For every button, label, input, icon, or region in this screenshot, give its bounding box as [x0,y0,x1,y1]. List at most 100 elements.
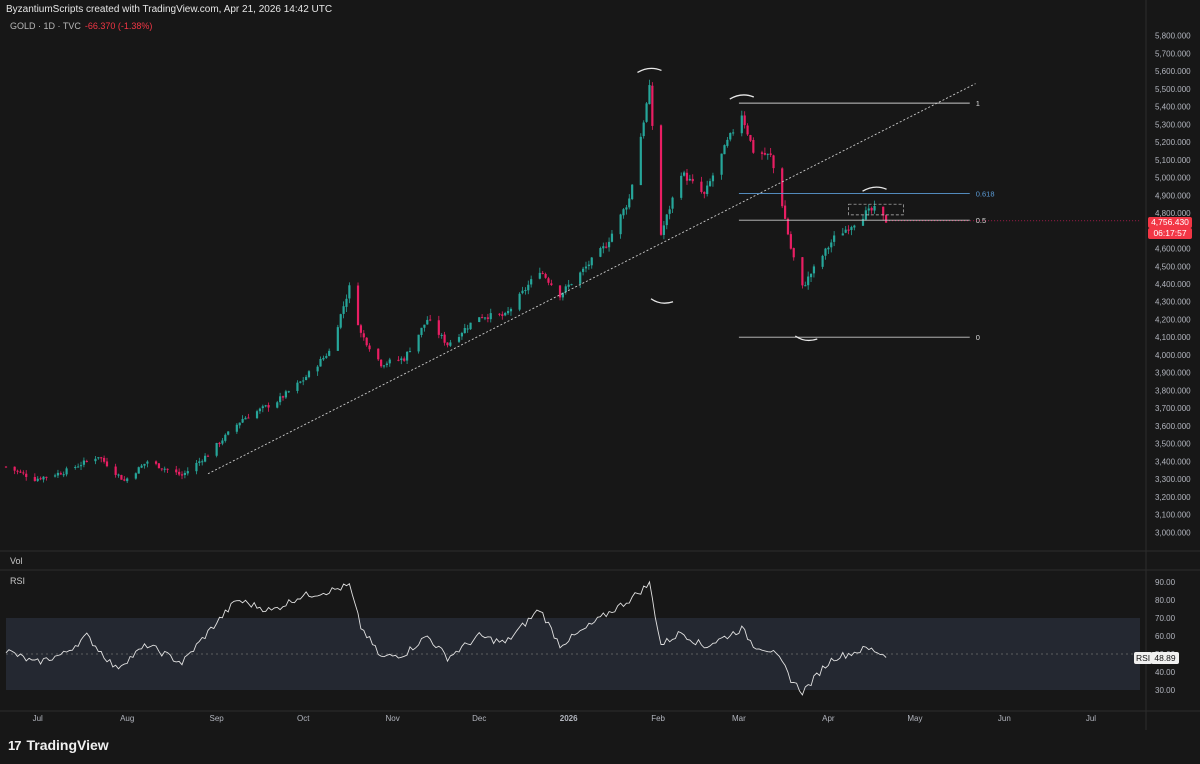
candle [215,442,218,458]
candle-body [77,466,80,468]
candle [417,334,420,354]
candle-body [359,325,363,333]
time-tick-label: May [907,714,922,723]
candle-body [79,465,83,467]
candle-body [844,229,847,233]
candle [521,286,524,295]
drawings[interactable]: 1 0.618 0.5 0 [207,67,1140,475]
candle [524,287,527,295]
price-pane[interactable] [0,0,1200,730]
candle-body [143,463,146,466]
candle [830,239,833,253]
candle [74,465,77,470]
candle [247,413,250,419]
candle-body [238,422,241,426]
candle-body [134,473,137,479]
rsi-pane[interactable] [6,618,1140,690]
candle [120,474,123,480]
candle [867,204,870,216]
candle [65,466,68,477]
candle [408,347,412,353]
candle-body [662,225,665,235]
swing-marker-arc [862,186,887,192]
candle-body [42,476,45,480]
candle [175,465,178,475]
candle [587,260,590,270]
candle [873,200,876,214]
candle [183,470,187,479]
candle [602,242,605,254]
price-tick-label: 4,800.000 [1155,209,1191,218]
candle-body [203,455,207,462]
candle-body [544,273,547,278]
candle-body [183,472,187,476]
candle-body [786,218,790,235]
time-tick-label: Mar [732,714,746,723]
candle-body [723,145,726,155]
candle [143,463,146,469]
candle [235,423,238,434]
candle-body [541,272,544,274]
price-tick-label: 4,100.000 [1155,333,1191,342]
candle [304,374,308,381]
rsi-pane-label[interactable]: RSI [10,576,26,586]
volume-pane-label[interactable]: Vol [10,556,23,566]
candle-body [651,85,654,126]
time-axis[interactable]: Jul Aug Sep Oct Nov Dec 2026 Feb Mar Apr May Jun Jul [33,714,1097,723]
price-axis[interactable]: 3,000.000 3,100.000 3,200.000 3,300.000 3,40… [1155,32,1191,538]
candle-body [322,357,325,360]
tradingview-logo[interactable]: 17 TradingView [8,737,109,753]
candle-body [201,461,204,463]
candle-body [82,460,86,465]
candle [42,476,45,483]
candle-body [65,468,68,475]
candle [429,314,432,322]
price-tick-label: 4,400.000 [1155,280,1191,289]
candle [336,324,339,351]
candle [812,264,816,278]
candle-body [198,461,201,463]
candle [763,147,766,156]
candle [527,280,530,295]
candle-body [45,476,48,478]
candle-body [884,215,888,223]
candle-body [39,478,42,480]
candle-body [740,115,743,134]
candle-body [247,417,250,419]
candle [114,463,117,478]
candle-body [581,268,585,272]
candle [659,124,663,236]
tradingview-logo-text: TradingView [26,737,109,753]
candle [105,457,109,468]
candle-body [752,140,755,153]
time-tick-label: Nov [386,714,400,723]
candle [100,456,103,463]
candle [328,348,331,357]
symbol-legend[interactable]: GOLD · 1D · TVC -66.370 (-1.38%) [10,21,152,31]
candle-body [489,313,492,320]
candle-body [302,380,305,382]
candle-body [74,466,77,469]
candle [186,467,189,476]
candle-body [602,246,605,249]
candle-body [688,178,691,181]
candle [870,206,873,214]
candle-body [304,376,308,381]
price-tick-label: 3,800.000 [1155,386,1191,395]
candle [377,348,380,361]
candle [783,200,787,219]
time-tick-label: Sep [210,714,225,723]
candle [685,169,689,185]
candle [385,361,388,368]
candle [567,279,570,290]
price-tick-label: 5,500.000 [1155,85,1191,94]
candle-body [186,471,189,474]
candle-body [579,272,582,284]
candle [607,237,611,252]
candle [558,285,562,301]
candle [365,337,368,347]
candle [841,227,844,236]
candle [711,172,715,187]
